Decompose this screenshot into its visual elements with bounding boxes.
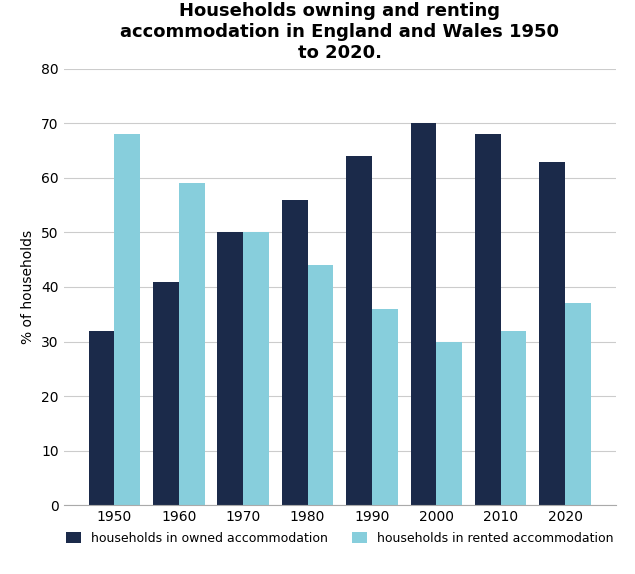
Bar xyxy=(565,303,591,505)
Bar xyxy=(436,342,462,505)
Bar xyxy=(346,156,372,505)
Bar xyxy=(282,200,307,505)
Bar xyxy=(114,134,140,505)
Title: Households owning and renting
accommodation in England and Wales 1950
to 2020.: Households owning and renting accommodat… xyxy=(120,2,559,62)
Legend: households in owned accommodation, households in rented accommodation: households in owned accommodation, house… xyxy=(59,526,620,551)
Bar xyxy=(179,184,204,505)
Bar xyxy=(372,309,398,505)
Bar xyxy=(411,123,436,505)
Bar xyxy=(217,232,243,505)
Bar xyxy=(89,331,114,505)
Bar xyxy=(500,331,526,505)
Bar xyxy=(475,134,500,505)
Bar xyxy=(153,282,179,505)
Y-axis label: % of households: % of households xyxy=(22,230,36,344)
Bar xyxy=(539,162,565,505)
Bar xyxy=(243,232,269,505)
Bar xyxy=(307,265,333,505)
